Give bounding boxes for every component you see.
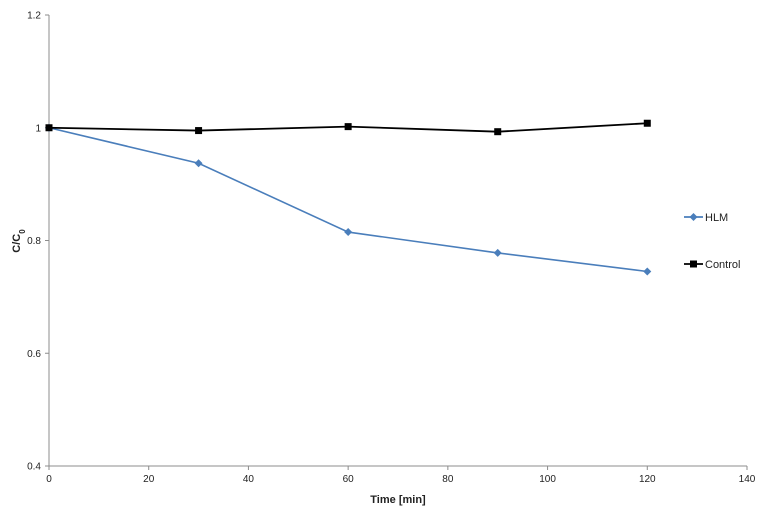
x-axis-title: Time [min] — [370, 494, 426, 506]
y-tick-label: 0.8 — [27, 236, 41, 247]
y-tick-label: 1.2 — [27, 11, 41, 22]
data-point-control — [45, 124, 53, 132]
y-tick-label: 0.4 — [27, 462, 41, 473]
legend-label: Control — [705, 259, 740, 271]
series-line-hlm — [48, 126, 648, 273]
x-ticks: 0 20 40 60 80 100 120 140 — [46, 466, 756, 485]
legend-label: HLM — [705, 212, 728, 224]
y-ticks: 0.4 0.6 0.8 1 1.2 — [27, 11, 49, 473]
legend: HLM Control — [684, 212, 740, 271]
data-point-control — [195, 127, 203, 135]
x-tick-label: 120 — [639, 474, 656, 485]
legend-swatch-marker — [690, 260, 697, 268]
y-axis-title-subscript: 0 — [18, 229, 27, 234]
data-point-hlm — [194, 159, 203, 168]
y-tick-label: 1 — [35, 123, 41, 134]
x-tick-label: 60 — [343, 474, 355, 485]
x-tick-label: 140 — [739, 474, 756, 485]
y-axis-title-main: C/C — [11, 234, 23, 253]
data-point-control — [643, 119, 651, 127]
series-hlm — [45, 123, 652, 276]
data-point-control — [344, 123, 352, 131]
series-control — [45, 119, 651, 136]
y-axis-title: C/C0 — [11, 229, 27, 253]
series-layer — [45, 119, 652, 276]
data-point-control — [494, 128, 502, 136]
x-tick-label: 20 — [143, 474, 155, 485]
y-tick-label: 0.6 — [27, 349, 41, 360]
x-tick-label: 80 — [442, 474, 454, 485]
legend-swatch-marker — [689, 213, 698, 221]
x-tick-label: 100 — [539, 474, 556, 485]
data-point-hlm — [643, 267, 652, 276]
x-tick-label: 40 — [243, 474, 255, 485]
legend-item-control: Control — [684, 259, 740, 271]
data-point-hlm — [493, 248, 502, 257]
legend-item-hlm: HLM — [684, 212, 728, 224]
axes — [48, 15, 747, 467]
x-tick-label: 0 — [46, 474, 52, 485]
data-point-hlm — [344, 228, 353, 237]
